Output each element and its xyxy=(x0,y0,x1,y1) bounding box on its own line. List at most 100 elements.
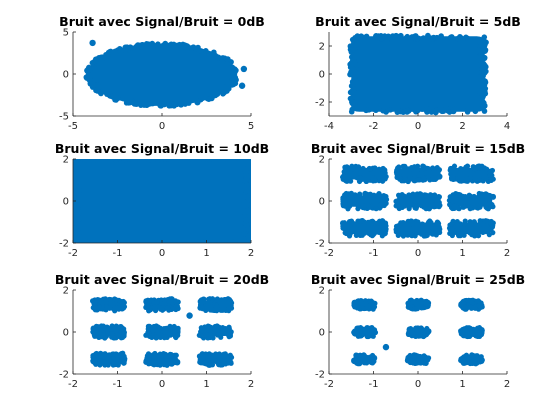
data-point xyxy=(383,196,390,203)
data-point xyxy=(363,33,370,40)
x-tick-label: 0 xyxy=(159,121,165,132)
data-point xyxy=(73,178,80,185)
data-point xyxy=(146,159,153,163)
y-tick-label: 2 xyxy=(63,155,69,166)
data-point xyxy=(138,242,142,243)
data-point xyxy=(152,306,158,312)
data-point xyxy=(383,228,389,234)
data-point xyxy=(483,175,489,182)
data-point xyxy=(224,61,230,68)
data-point xyxy=(182,240,188,243)
data-point xyxy=(138,242,141,243)
data-point xyxy=(174,360,180,366)
data-point xyxy=(158,361,164,367)
data-point xyxy=(350,36,357,43)
y-tick-label: -2 xyxy=(59,239,69,250)
data-point xyxy=(363,194,369,200)
data-point xyxy=(119,159,125,161)
data-point xyxy=(127,242,129,243)
data-point xyxy=(244,161,251,168)
data-point xyxy=(247,169,251,176)
scatter-points xyxy=(340,163,496,239)
data-point xyxy=(362,230,368,236)
scatter-points xyxy=(351,297,485,367)
data-point xyxy=(417,353,423,360)
data-point xyxy=(424,105,430,112)
data-point xyxy=(479,194,485,200)
data-point xyxy=(464,333,470,339)
data-point xyxy=(174,303,180,309)
data-point xyxy=(231,239,238,243)
x-tick-label: 2 xyxy=(248,248,254,259)
data-point xyxy=(176,41,183,48)
data-point xyxy=(216,362,222,368)
data-point xyxy=(116,159,121,161)
data-point xyxy=(146,330,152,337)
data-point xyxy=(466,325,473,331)
data-point xyxy=(376,192,383,198)
data-point xyxy=(440,108,447,114)
data-point xyxy=(467,206,473,212)
data-point xyxy=(93,330,99,336)
outlier-point xyxy=(240,65,248,73)
data-point xyxy=(128,45,134,51)
x-tick-label: 0 xyxy=(415,248,421,259)
data-point xyxy=(159,239,166,243)
data-point xyxy=(207,332,213,338)
data-point xyxy=(423,301,430,307)
data-point xyxy=(248,192,251,199)
data-point xyxy=(226,303,232,310)
data-point xyxy=(449,198,456,204)
data-point xyxy=(353,331,360,337)
data-point xyxy=(348,190,354,196)
x-tick-label: -2 xyxy=(68,379,78,390)
data-point xyxy=(91,65,98,72)
data-point xyxy=(143,241,149,243)
data-point xyxy=(122,159,129,163)
data-point xyxy=(114,94,120,101)
data-point xyxy=(122,47,128,54)
data-point xyxy=(351,300,357,306)
data-point xyxy=(241,194,247,200)
data-point xyxy=(476,302,482,308)
subplot-2: -4 -2 0 2 4 -2 0 2 Bruit avec Signal/Bruit = 5dB xyxy=(315,14,521,132)
data-point xyxy=(396,192,402,198)
data-point xyxy=(93,159,97,160)
data-point xyxy=(438,33,444,39)
data-point xyxy=(231,159,238,162)
data-point xyxy=(159,159,166,162)
data-point xyxy=(178,100,185,107)
data-point xyxy=(172,329,178,335)
data-point xyxy=(448,169,455,175)
data-point xyxy=(111,361,118,367)
data-point xyxy=(480,103,486,110)
subplot-title: Bruit avec Signal/Bruit = 25dB xyxy=(311,272,525,287)
data-point xyxy=(214,324,220,330)
data-point xyxy=(478,354,484,360)
data-point xyxy=(113,239,120,243)
data-point xyxy=(121,304,128,310)
data-point xyxy=(167,332,174,338)
data-point xyxy=(490,203,496,210)
data-point xyxy=(465,176,472,182)
x-tick-label: -2 xyxy=(324,248,334,259)
data-point xyxy=(91,358,97,365)
data-point xyxy=(352,93,359,100)
data-point xyxy=(241,230,247,237)
y-tick-label: 0 xyxy=(63,328,69,339)
data-point xyxy=(370,219,377,225)
x-tick-label: -2 xyxy=(369,121,379,132)
data-point xyxy=(430,34,437,41)
data-point xyxy=(357,191,363,197)
data-point xyxy=(375,229,381,235)
data-point xyxy=(343,174,350,181)
data-point xyxy=(167,353,173,359)
data-point xyxy=(101,325,107,331)
subplot-title: Bruit avec Signal/Bruit = 20dB xyxy=(55,272,269,287)
data-point xyxy=(464,35,471,42)
data-point xyxy=(409,232,415,239)
data-point xyxy=(84,67,90,74)
data-point xyxy=(244,185,250,191)
data-point xyxy=(458,165,464,172)
